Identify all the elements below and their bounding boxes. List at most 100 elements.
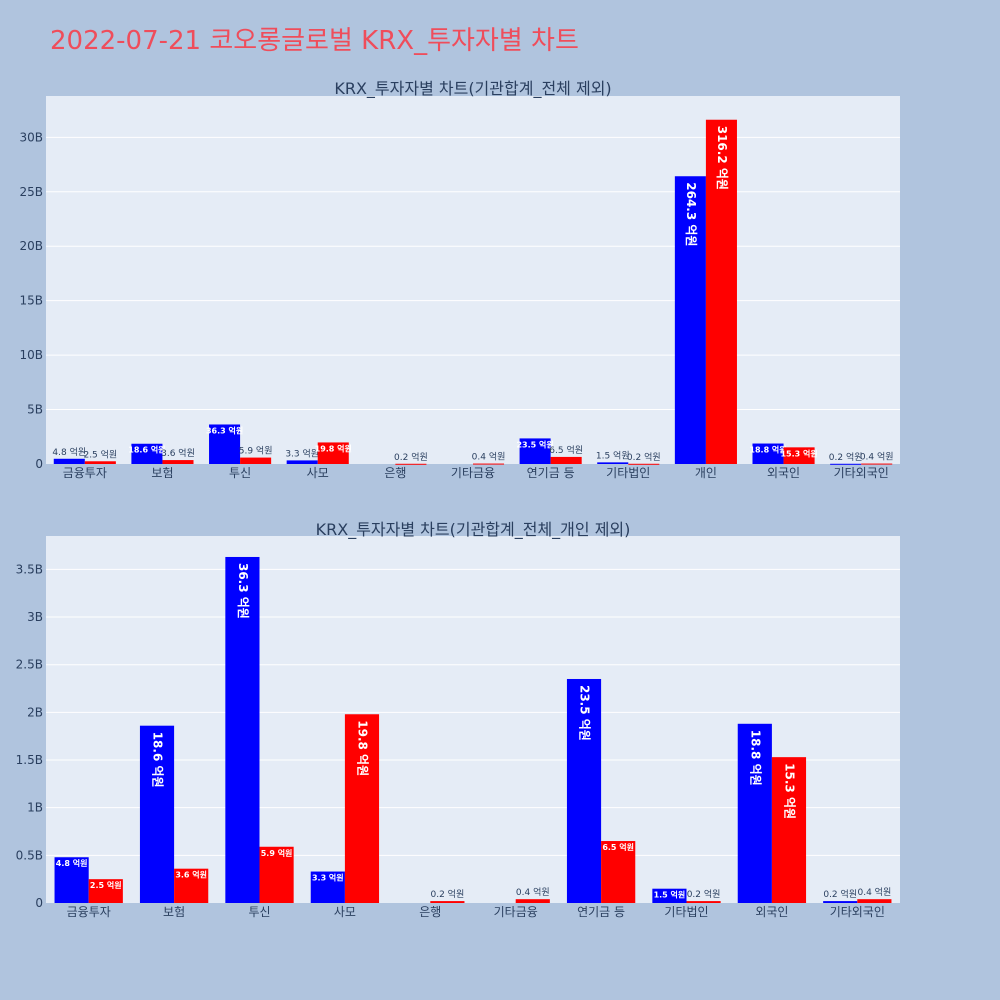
y-tick-label: 0 — [35, 457, 43, 471]
x-tick-label: 기타외국인 — [830, 905, 885, 919]
bar[interactable] — [550, 456, 582, 464]
chart-title: KRX_투자자별 차트(기관합계_전체_개인 제외) — [316, 520, 631, 540]
bar-data-label: 0.4 억원 — [472, 451, 506, 463]
bar-data-label: 36.3 억원 — [206, 425, 243, 435]
bar[interactable] — [53, 458, 85, 464]
page-title: 2022-07-21 코오롱글로벌 KRX_투자자별 차트 — [50, 26, 579, 56]
bar[interactable] — [652, 888, 687, 903]
x-tick-label: 기타금융 — [494, 905, 538, 919]
bar[interactable] — [162, 460, 194, 464]
x-tick-label: 은행 — [419, 904, 441, 919]
x-tick-label: 사모 — [334, 905, 356, 919]
bar[interactable] — [344, 714, 380, 903]
bar[interactable] — [395, 463, 427, 465]
bar[interactable] — [240, 457, 272, 464]
x-tick-label: 기타법인 — [606, 466, 650, 480]
bar[interactable] — [830, 463, 862, 465]
x-tick-label: 외국인 — [755, 905, 788, 919]
x-tick-label: 사모 — [307, 466, 329, 480]
y-tick-label: 25B — [19, 185, 43, 199]
x-tick-label: 보험 — [163, 905, 185, 919]
bar[interactable] — [566, 678, 602, 903]
bar[interactable] — [259, 846, 294, 903]
bar[interactable] — [519, 438, 551, 464]
bar-data-label: 19.8 억원 — [315, 443, 352, 453]
bar[interactable] — [705, 119, 737, 464]
bar[interactable] — [823, 901, 858, 903]
bar-data-label: 5.9 억원 — [261, 848, 293, 858]
bar-data-label: 3.6 억원 — [175, 870, 207, 880]
bar[interactable] — [225, 556, 260, 903]
bar-data-label: 3.6 억원 — [161, 447, 195, 459]
y-tick-label: 15B — [19, 294, 43, 308]
y-tick-label: 2B — [27, 705, 43, 719]
y-tick-label: 10B — [19, 348, 43, 362]
bar[interactable] — [317, 442, 349, 464]
bar-data-label: 2.5 억원 — [83, 448, 117, 460]
bar-data-label: 316.2 억원 — [715, 126, 729, 190]
bar[interactable] — [861, 463, 893, 465]
bar-data-label: 0.4 억원 — [516, 886, 550, 898]
bar-data-label: 19.8 억원 — [355, 720, 369, 776]
bar-data-label: 0.2 억원 — [687, 888, 721, 900]
y-tick-label: 1.5B — [16, 753, 43, 767]
chart-bottom: 0 0.5B 1B 1.5B 2B 2.5B 3B 3.5B KRX_투자자별 차트(기관합계_… — [16, 520, 900, 919]
chart-top: 0 5B 10B 15B 20B 25B 30B KRX_투자자별 차트(기관합계_전체 제외… — [19, 79, 900, 480]
bar[interactable] — [597, 462, 629, 464]
y-tick-label: 30B — [19, 130, 43, 144]
bar[interactable] — [771, 757, 807, 903]
bar-data-label: 18.6 억원 — [128, 445, 165, 455]
y-tick-label: 3.5B — [16, 562, 43, 576]
bar[interactable] — [131, 443, 163, 464]
bar[interactable] — [783, 447, 815, 464]
plot-area — [46, 96, 900, 464]
y-tick-label: 3B — [27, 610, 43, 624]
bar[interactable] — [737, 723, 772, 903]
bar[interactable] — [857, 899, 892, 903]
bar-data-label: 0.2 억원 — [829, 451, 863, 463]
bar[interactable] — [88, 879, 123, 903]
y-tick-label: 2.5B — [16, 658, 43, 672]
bar[interactable] — [310, 871, 345, 903]
bar-data-label: 0.2 억원 — [823, 888, 857, 900]
bar[interactable] — [628, 463, 660, 465]
bar-data-label: 5.9 억원 — [239, 445, 273, 457]
x-tick-label: 기타금융 — [451, 466, 495, 480]
bar[interactable] — [84, 461, 116, 464]
bar-data-label: 36.3 억원 — [236, 563, 250, 619]
bar-data-label: 6.5 억원 — [549, 444, 583, 456]
x-tick-label: 개인 — [695, 466, 717, 480]
bar-data-label: 18.6 억원 — [151, 732, 165, 788]
bar-data-label: 3.3 억원 — [312, 873, 344, 883]
bar-data-label: 4.8 억원 — [52, 446, 86, 458]
bar[interactable] — [430, 901, 465, 903]
bar[interactable] — [752, 443, 784, 464]
bar-data-label: 18.8 억원 — [749, 445, 786, 455]
bar[interactable] — [473, 463, 505, 465]
bar-data-label: 0.2 억원 — [431, 888, 465, 900]
bar[interactable] — [174, 868, 209, 903]
bar-data-label: 0.4 억원 — [858, 886, 892, 898]
bar-data-label: 23.5 억원 — [578, 685, 592, 741]
bar[interactable] — [674, 176, 706, 464]
x-tick-label: 투신 — [248, 905, 270, 919]
bar[interactable] — [286, 460, 318, 464]
x-tick-label: 연기금 등 — [527, 466, 575, 480]
bar[interactable] — [139, 725, 175, 903]
y-tick-label: 5B — [27, 403, 43, 417]
y-tick-label: 20B — [19, 239, 43, 253]
x-tick-label: 연기금 등 — [577, 905, 625, 919]
bar[interactable] — [601, 841, 636, 903]
bar-data-label: 0.2 억원 — [627, 451, 661, 463]
bar[interactable] — [515, 899, 550, 903]
x-tick-label: 금융투자 — [67, 905, 111, 919]
y-tick-label: 0.5B — [16, 848, 43, 862]
x-tick-label: 투신 — [229, 466, 251, 480]
bar[interactable] — [686, 901, 721, 903]
bar[interactable] — [54, 857, 89, 903]
x-tick-label: 기타법인 — [664, 905, 708, 919]
bar[interactable] — [209, 424, 241, 464]
x-tick-label: 금융투자 — [63, 466, 107, 480]
x-tick-label: 외국인 — [767, 466, 800, 480]
